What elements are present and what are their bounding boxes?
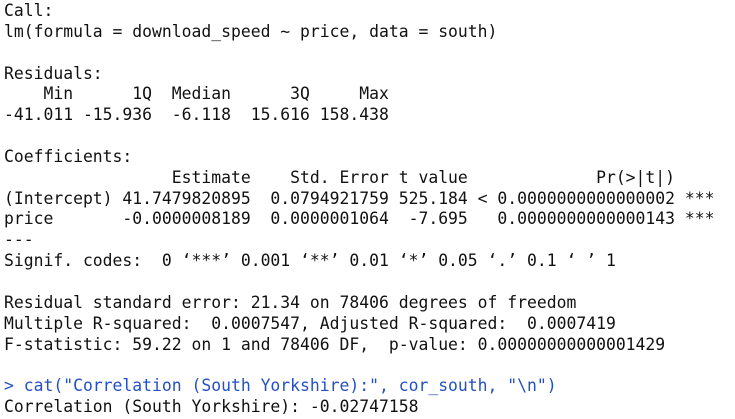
output-block: Call: lm(formula = download_speed ~ price… [4, 1, 735, 43]
output-block: Residual standard error: 21.34 on 78406 … [4, 293, 735, 356]
output-line: Multiple R-squared: 0.0007547, Adjusted … [4, 313, 626, 333]
output-line: Coefficients: [4, 146, 133, 166]
output-line: Min 1Q Median 3Q Max [4, 84, 399, 104]
output-line: Call: [4, 1, 54, 20]
output-line: Residuals: [4, 63, 103, 83]
output-block: Coefficients: Estimate Std. Error t valu… [4, 147, 735, 272]
output-line: price -0.0000008189 0.0000001064 -7.695 … [4, 209, 715, 229]
output-line: lm(formula = download_speed ~ price, dat… [4, 21, 498, 41]
output-block: > cat("Correlation (South Yorkshire):", … [4, 376, 735, 397]
output-line: Estimate Std. Error t value Pr(>|t|) [4, 167, 715, 187]
output-line: Residual standard error: 21.34 on 78406 … [4, 292, 577, 312]
output-line: --- [4, 230, 34, 250]
output-line: F-statistic: 59.22 on 1 and 78406 DF, p-… [4, 334, 666, 354]
output-line: (Intercept) 41.7479820895 0.0794921759 5… [4, 188, 715, 208]
output-block: Residuals: Min 1Q Median 3Q Max -41.011 … [4, 64, 735, 127]
output-block: Correlation (South Yorkshire): -0.027471… [4, 397, 735, 418]
command-line: > cat("Correlation (South Yorkshire):", … [4, 376, 557, 396]
output-line: -41.011 -15.936 -6.118 15.616 158.438 [4, 105, 399, 125]
output-line: Signif. codes: 0 ‘***’ 0.001 ‘**’ 0.01 ‘… [4, 251, 616, 271]
output-line: Correlation (South Yorkshire): -0.027471… [4, 397, 429, 417]
